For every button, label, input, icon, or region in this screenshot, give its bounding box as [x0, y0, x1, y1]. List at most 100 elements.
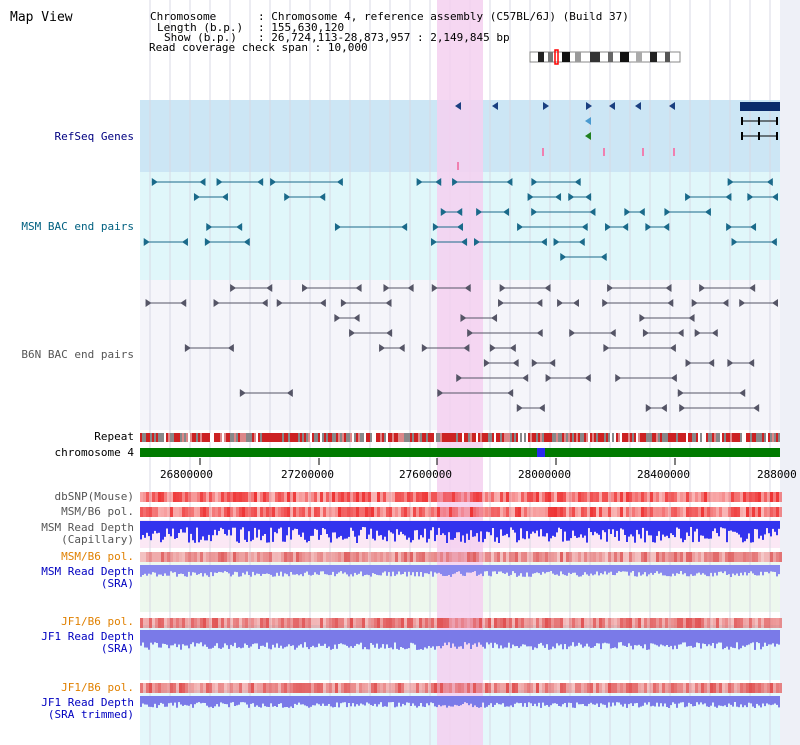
- jf1-depth-sra-bar: [268, 630, 270, 649]
- msm-depth-sra-bar: [474, 565, 476, 572]
- msm-depth-sra-bar: [768, 565, 770, 574]
- msm-b6-pol-2-heat-cell: [263, 552, 266, 562]
- jf1-depth-trimmed-bar: [564, 696, 566, 703]
- msm-depth-sra-bar: [732, 565, 734, 574]
- dbsnp-heat-cell: [536, 492, 539, 502]
- msm-depth-sra-bar: [350, 565, 352, 575]
- jf1-b6-pol-heat-cell: [689, 618, 692, 628]
- msm-b6-pol-2-heat-cell: [632, 552, 635, 562]
- jf1-depth-sra-bar: [218, 630, 220, 649]
- msm-depth-capillary-bar: [178, 521, 180, 533]
- b6n-bac-pair-end: [711, 329, 718, 337]
- jf1-depth-sra-bar: [212, 630, 214, 648]
- b6n-bac-pair-end: [340, 299, 347, 307]
- jf1-depth-sra-bar: [550, 630, 552, 650]
- jf1-depth-sra-bar: [216, 630, 218, 644]
- msm-depth-sra-bar: [420, 565, 422, 572]
- jf1-b6-pol-2-heat-cell: [761, 683, 764, 693]
- jf1-depth-sra-bar: [450, 630, 452, 648]
- msm-b6-pol-heat-cell: [149, 507, 152, 517]
- jf1-depth-sra-bar: [264, 630, 266, 647]
- jf1-b6-pol-2-heat-cell: [596, 683, 599, 693]
- jf1-b6-pol-2-heat-cell: [173, 683, 176, 693]
- jf1-depth-sra-bar: [306, 630, 308, 648]
- msm-depth-capillary-bar: [210, 521, 212, 542]
- repeat-segment: [414, 433, 416, 442]
- jf1-depth-sra-bar: [318, 630, 320, 644]
- dbsnp-heat-cell: [284, 492, 287, 502]
- repeat-segment: [602, 433, 604, 442]
- msm-bac-pair-end: [540, 238, 547, 246]
- msm-depth-capillary-bar: [508, 521, 510, 538]
- info-show: Show (b.p.): 26,724,113-28,873,957 : 2,1…: [164, 31, 510, 44]
- jf1-depth-sra-bar: [748, 630, 750, 645]
- jf1-depth-sra-bar: [140, 630, 142, 646]
- dbsnp-heat-cell: [350, 492, 353, 502]
- dbsnp-heat-cell: [716, 492, 719, 502]
- msm-b6-pol-heat-cell: [329, 507, 332, 517]
- repeat-segment: [526, 433, 528, 442]
- ideogram-band: [608, 52, 613, 62]
- repeat-segment: [580, 433, 582, 442]
- msm-b6-pol-2-heat-cell: [671, 552, 674, 562]
- jf1-depth-sra-bar: [464, 630, 466, 643]
- jf1-depth-trimmed-bar: [558, 696, 560, 706]
- repeat-segment: [706, 433, 708, 442]
- dbsnp-heat-cell: [176, 492, 179, 502]
- b6n-bac-pair-end: [483, 359, 490, 367]
- msm-depth-capillary-bar: [208, 521, 210, 535]
- jf1-b6-pol-2-heat-cell: [353, 683, 356, 693]
- msm-b6-pol-heat-cell: [578, 507, 581, 517]
- jf1-depth-sra-bar: [230, 630, 232, 645]
- b6n-bac-pair-end: [727, 359, 734, 367]
- b6n-bac-pair-end: [536, 299, 543, 307]
- msm-bac-pair-end: [143, 238, 150, 246]
- msm-b6-pol-2-heat-cell: [737, 552, 740, 562]
- jf1-depth-sra-bar: [462, 630, 464, 649]
- refseq-gene-arrow: [635, 102, 641, 110]
- msm-depth-capillary-bar: [752, 521, 754, 543]
- dbsnp-heat-cell: [530, 492, 533, 502]
- msm-depth-sra-bar: [628, 565, 630, 576]
- jf1-b6-pol-2-heat-cell: [641, 683, 644, 693]
- jf1-b6-pol-2-heat-cell: [563, 683, 566, 693]
- msm-bac-pair-end: [560, 253, 567, 261]
- msm-depth-capillary-bar: [356, 521, 358, 543]
- jf1-depth-trimmed-bar: [500, 696, 502, 705]
- dbsnp-heat-cell: [752, 492, 755, 502]
- jf1-depth-sra-bar: [752, 630, 754, 643]
- jf1-depth-trimmed-bar: [146, 696, 148, 705]
- msm-b6-pol-2-heat-cell: [248, 552, 251, 562]
- dbsnp-heat-cell: [251, 492, 254, 502]
- jf1-b6-pol-2-heat-cell: [572, 683, 575, 693]
- repeat-segment: [236, 433, 238, 442]
- jf1-b6-pol-2-heat-cell: [188, 683, 191, 693]
- b6n-bac-pair-end: [383, 284, 390, 292]
- msm-depth-sra-bar: [232, 565, 234, 575]
- msm-bac-pair-end: [336, 178, 343, 186]
- msm-depth-sra-bar: [324, 565, 326, 575]
- msm-depth-sra-bar: [310, 565, 312, 576]
- jf1-depth-sra-bar: [228, 630, 230, 649]
- jf1-depth-trimmed-bar: [706, 696, 708, 707]
- jf1-depth-trimmed-bar: [586, 696, 588, 707]
- dbsnp-heat-cell: [557, 492, 560, 502]
- dbsnp-heat-cell: [434, 492, 437, 502]
- msm-b6-pol-heat-cell: [680, 507, 683, 517]
- msm-depth-sra-bar: [388, 565, 390, 573]
- msm-depth-sra-bar: [458, 565, 460, 572]
- msm-b6-pol-heat-cell: [293, 507, 296, 517]
- msm-depth-capillary-bar: [638, 521, 640, 535]
- msm-depth-sra-bar: [506, 565, 508, 573]
- jf1-depth-sra-bar: [668, 630, 670, 647]
- dbsnp-heat-cell: [419, 492, 422, 502]
- jf1-depth-trimmed-bar: [256, 696, 258, 706]
- jf1-b6-pol-2-heat-cell: [653, 683, 656, 693]
- msm-depth-capillary-bar: [778, 521, 780, 529]
- jf1-depth-trimmed-bar: [524, 696, 526, 704]
- msm-b6-pol-2-heat-cell: [725, 552, 728, 562]
- repeat-segment: [550, 433, 552, 442]
- jf1-b6-pol-2-heat-cell: [521, 683, 524, 693]
- jf1-depth-sra-bar: [380, 630, 382, 648]
